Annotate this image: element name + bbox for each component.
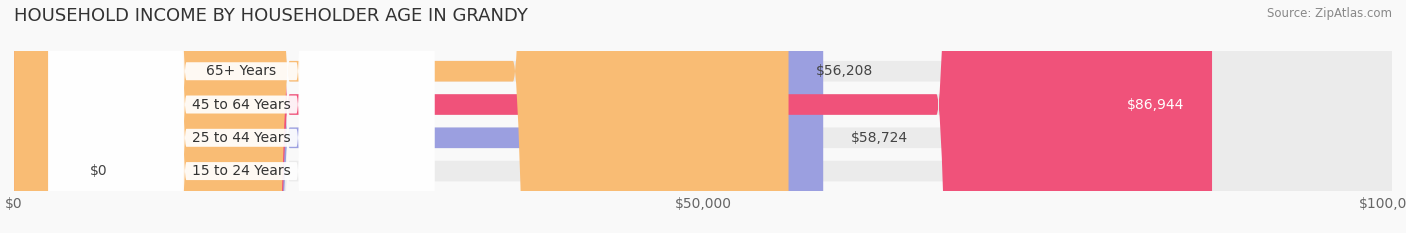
FancyBboxPatch shape: [14, 0, 1392, 233]
Text: $58,724: $58,724: [851, 131, 908, 145]
FancyBboxPatch shape: [14, 0, 1392, 233]
FancyBboxPatch shape: [14, 0, 45, 233]
FancyBboxPatch shape: [14, 0, 1392, 233]
FancyBboxPatch shape: [48, 0, 434, 233]
Text: $86,944: $86,944: [1128, 98, 1184, 112]
Text: $0: $0: [90, 164, 107, 178]
FancyBboxPatch shape: [14, 0, 823, 233]
Text: $56,208: $56,208: [815, 64, 873, 78]
FancyBboxPatch shape: [48, 0, 434, 233]
Text: 25 to 44 Years: 25 to 44 Years: [193, 131, 291, 145]
Text: 45 to 64 Years: 45 to 64 Years: [193, 98, 291, 112]
FancyBboxPatch shape: [48, 0, 434, 233]
Text: HOUSEHOLD INCOME BY HOUSEHOLDER AGE IN GRANDY: HOUSEHOLD INCOME BY HOUSEHOLDER AGE IN G…: [14, 7, 527, 25]
FancyBboxPatch shape: [14, 0, 1212, 233]
FancyBboxPatch shape: [14, 0, 789, 233]
FancyBboxPatch shape: [48, 0, 434, 233]
Text: Source: ZipAtlas.com: Source: ZipAtlas.com: [1267, 7, 1392, 20]
Text: 65+ Years: 65+ Years: [207, 64, 277, 78]
Text: 15 to 24 Years: 15 to 24 Years: [193, 164, 291, 178]
FancyBboxPatch shape: [14, 0, 1392, 233]
